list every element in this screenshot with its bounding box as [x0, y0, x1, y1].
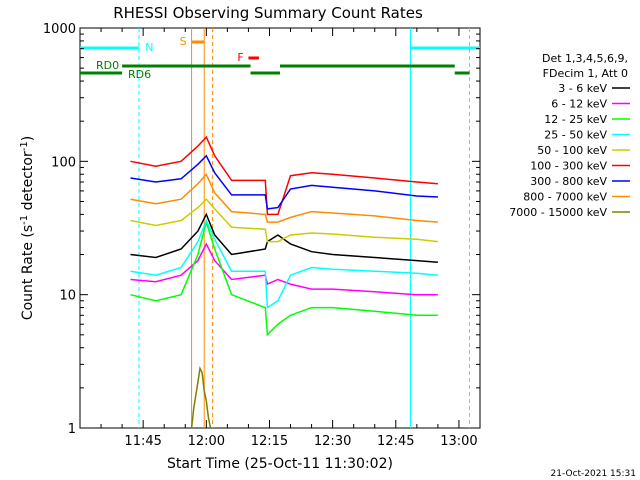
legend-label-5: 50 - 100 keV	[537, 144, 607, 157]
ylabel-pre: Count Rate (s	[20, 225, 36, 320]
axis-ticks: 1 10 100 1000 11:45 12:00 12:15 12:30 12:45 13:00	[43, 22, 481, 449]
y-tick-label: 1	[68, 422, 76, 437]
series-line-5	[130, 198, 438, 243]
legend-label-7: 300 - 800 keV	[530, 175, 607, 188]
y-tick-label: 100	[51, 155, 76, 170]
x-tick-label: 12:45	[377, 434, 414, 449]
x-tick-label: 12:30	[314, 434, 351, 449]
legend-header: FDecim 1, Att 0	[543, 67, 628, 80]
x-tick-label: 12:00	[188, 434, 225, 449]
series-line-7	[130, 154, 438, 210]
legend-label-4: 25 - 50 keV	[544, 129, 607, 142]
series-group	[130, 135, 438, 429]
legend-label-9: 7000 - 15000 keV	[509, 206, 607, 219]
label-S: S	[180, 35, 187, 48]
label-F: F	[237, 51, 243, 64]
ylabel-sup2: -1	[19, 141, 30, 151]
legend-label-1: 3 - 6 keV	[558, 82, 607, 95]
plot-lines	[80, 28, 480, 428]
series-line-4	[130, 218, 438, 309]
label-N: N	[145, 41, 153, 54]
legend-header: Det 1,3,4,5,6,9,	[542, 52, 628, 65]
timestamp: 21-Oct-2021 15:31	[551, 469, 636, 479]
x-axis-label: Start Time (25-Oct-11 11:30:02)	[167, 456, 393, 472]
series-line-8	[130, 172, 438, 223]
legend-label-8: 800 - 7000 keV	[523, 191, 607, 204]
y-tick-label: 1000	[43, 22, 76, 37]
legend-label-6: 100 - 300 keV	[530, 160, 607, 173]
series-line-9	[190, 365, 212, 429]
x-tick-label: 12:15	[251, 434, 288, 449]
ylabel-end: )	[20, 136, 36, 141]
plot-frame	[79, 27, 481, 429]
x-tick-label: 11:45	[124, 434, 161, 449]
ylabel-post: detector	[20, 151, 36, 215]
series-line-6	[130, 135, 438, 216]
series-line-3	[130, 219, 438, 337]
legend-label-2: 6 - 12 keV	[551, 98, 607, 111]
label-RD6: RD6	[128, 68, 151, 81]
y-axis-label: Count Rate (s-1 detector-1)	[19, 136, 36, 320]
chart-title: RHESSI Observing Summary Count Rates	[113, 4, 423, 22]
y-tick-label: 10	[59, 289, 76, 304]
ylabel-sup: -1	[19, 215, 30, 225]
series-line-1	[130, 212, 438, 264]
legend: Det 1,3,4,5,6,9, FDecim 1, Att 0 3 - 6 keV…	[509, 52, 630, 219]
x-tick-label: 13:00	[440, 434, 477, 449]
label-RD0: RD0	[96, 59, 119, 72]
legend-label-3: 12 - 25 keV	[544, 113, 607, 126]
annotations: N S F RD0 RD6	[96, 35, 244, 81]
